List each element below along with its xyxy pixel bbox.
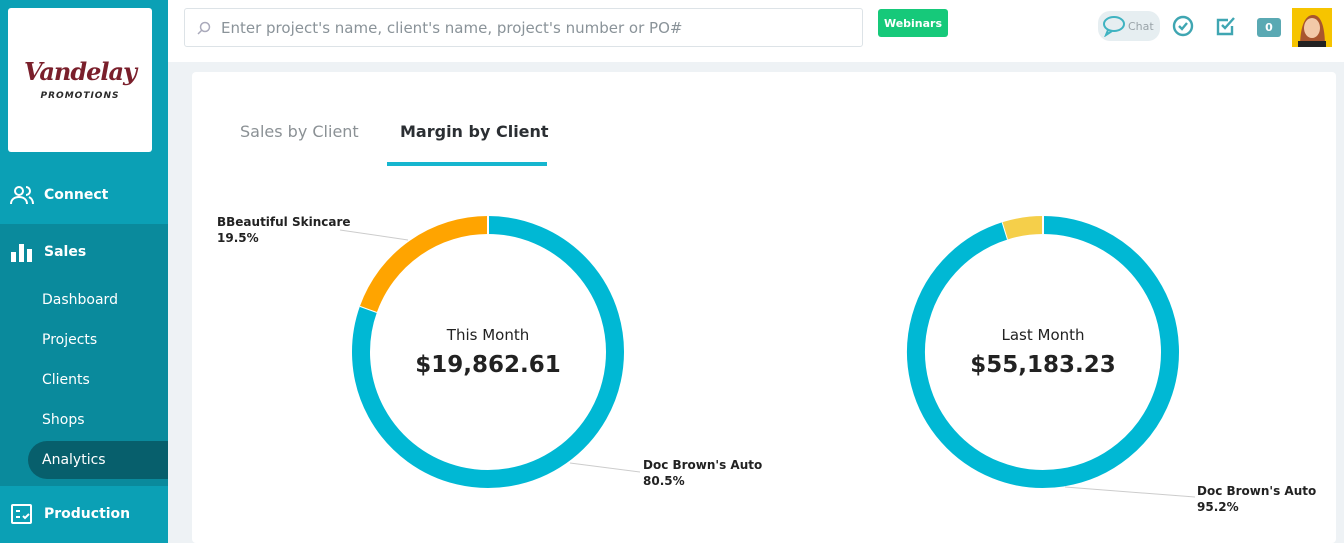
clock-check-icon[interactable] xyxy=(1172,15,1194,37)
leader-line xyxy=(339,229,409,241)
donut-title: Last Month xyxy=(1001,326,1084,344)
tab-sales-by-client[interactable]: Sales by Client xyxy=(240,122,359,141)
nav-projects[interactable]: Projects xyxy=(42,332,98,348)
donut-total: $19,862.61 xyxy=(415,352,561,378)
donut-title: This Month xyxy=(446,326,529,344)
users-icon xyxy=(10,186,34,205)
chat-bubble-icon xyxy=(1103,16,1125,37)
tab-margin-by-client[interactable]: Margin by Client xyxy=(400,122,549,141)
leader-line xyxy=(569,462,641,473)
search-icon xyxy=(197,21,211,35)
donut-last-month xyxy=(907,216,1179,488)
nav-label: Sales xyxy=(44,244,87,260)
donut-slice[interactable] xyxy=(1002,216,1044,240)
leader-line xyxy=(1064,486,1196,498)
sidebar: Vandelay PROMOTIONS Connect Sales Dashboa… xyxy=(0,0,168,543)
nav-shops[interactable]: Shops xyxy=(42,412,85,428)
avatar-image xyxy=(1298,15,1326,47)
chat-button[interactable]: Chat xyxy=(1098,11,1160,41)
bar-chart-icon xyxy=(11,244,32,262)
task-check-icon[interactable] xyxy=(1215,15,1237,37)
analytics-card xyxy=(192,72,1336,543)
nav-sales[interactable]: Sales xyxy=(0,224,168,280)
slice-label-name: Doc Brown's Auto xyxy=(1197,484,1316,498)
search-input[interactable]: Enter project's name, client's name, pro… xyxy=(184,8,863,47)
webinars-button[interactable]: Webinars xyxy=(878,9,948,37)
search-placeholder: Enter project's name, client's name, pro… xyxy=(221,18,683,37)
nav-label: Connect xyxy=(44,187,109,203)
donut-total: $55,183.23 xyxy=(970,352,1116,378)
logo-subtext: PROMOTIONS xyxy=(40,91,120,101)
donut-this-month xyxy=(352,216,624,488)
chat-label: Chat xyxy=(1128,19,1154,33)
donut-slice[interactable] xyxy=(352,216,624,488)
nav-clients[interactable]: Clients xyxy=(42,372,90,388)
nav-label: Production xyxy=(44,506,131,522)
logo[interactable]: Vandelay PROMOTIONS xyxy=(8,8,152,152)
slice-label-name: BBeautiful Skincare xyxy=(217,215,351,229)
slice-label-value: 19.5% xyxy=(217,231,259,245)
nav-dashboard[interactable]: Dashboard xyxy=(42,292,118,308)
nav-analytics[interactable]: Analytics xyxy=(28,441,168,479)
notification-badge[interactable]: 0 xyxy=(1257,18,1281,37)
nav-production[interactable]: Production xyxy=(0,486,168,542)
logo-text: Vandelay xyxy=(23,57,137,86)
donut-slice[interactable] xyxy=(907,216,1179,488)
slice-label-value: 80.5% xyxy=(643,474,685,488)
checklist-icon xyxy=(11,504,32,524)
active-tab-indicator xyxy=(387,162,547,166)
slice-label-name: Doc Brown's Auto xyxy=(643,458,762,472)
nav-connect[interactable]: Connect xyxy=(0,167,168,223)
donut-slice[interactable] xyxy=(360,216,489,313)
slice-label-value: 95.2% xyxy=(1197,500,1239,514)
avatar[interactable] xyxy=(1292,8,1332,47)
